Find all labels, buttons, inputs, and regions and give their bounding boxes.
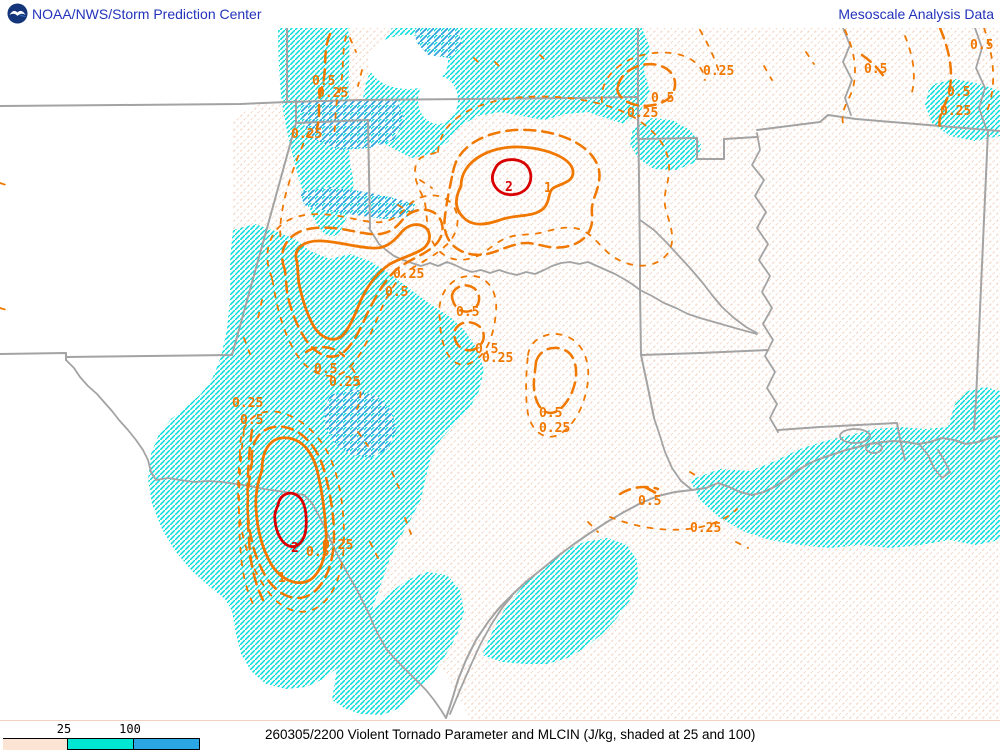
contour-label: 0.5: [456, 305, 479, 320]
contour-label: 0.25: [703, 64, 734, 79]
contour-label: 0.5: [385, 285, 408, 300]
contour-label: 2: [505, 180, 513, 195]
contour-label: 0.25: [232, 396, 263, 411]
contour-label: 0.25: [322, 538, 353, 553]
legend-tick-100: 100: [119, 722, 141, 736]
contour-label: 0.5: [638, 494, 661, 509]
contour-label: 0.5: [306, 545, 329, 560]
contour-label: 0.25: [482, 351, 513, 366]
noaa-logo-icon: [7, 3, 28, 24]
contour-labels: 0.5 0.25 0.25 0.25 0.5 2 1 0.5 0.25 0.25…: [232, 38, 993, 586]
contour-label: 0.5: [314, 362, 337, 377]
contour-label: 0.25: [690, 521, 721, 536]
contour-label: 0.25: [329, 375, 360, 390]
colorbar-segment-low: [3, 738, 67, 750]
contour-label: 0.25: [940, 104, 971, 119]
cin-strong-hatch-regions: [300, 28, 462, 458]
colorbar-segment-high: [134, 738, 200, 750]
contour-label: 1: [278, 571, 286, 586]
state-borders: [0, 17, 1000, 461]
product-caption: 260305/2200 Violent Tornado Parameter an…: [265, 727, 756, 742]
map-canvas: 0.5 0.25 0.25 0.25 0.5 2 1 0.5 0.25 0.25…: [0, 17, 1000, 720]
contour-label: 0.25: [291, 127, 322, 142]
contour-label: 0.25: [393, 267, 424, 282]
header: NOAA/NWS/Storm Prediction Center Mesosca…: [0, 0, 1000, 28]
contour-fragments: [0, 37, 815, 559]
contour-label: 0.5: [864, 62, 887, 77]
contour-label: 0.5: [651, 91, 674, 106]
contour-label: 0.5: [475, 342, 498, 357]
site-title: NOAA/NWS/Storm Prediction Center: [32, 6, 262, 22]
cin-moderate-hatch-regions: [148, 28, 1000, 715]
footer: 25 100 260305/2200 Violent Tornado Param…: [0, 720, 1000, 750]
rivers: [65, 27, 987, 719]
contour-label: 0.25: [539, 421, 570, 436]
contour-label: 0.5: [312, 74, 335, 89]
mlcin-colorbar: [3, 738, 200, 750]
page-title: Mesoscale Analysis Data: [838, 6, 994, 22]
contour-label: 0.5: [970, 38, 993, 53]
contour-label: 0.5: [947, 85, 970, 100]
cin-weak-hatch-region: [232, 28, 1000, 720]
contour-label: 0.25: [627, 106, 658, 121]
contour-label: 1: [544, 181, 552, 196]
colorbar-segment-mid: [67, 738, 134, 750]
coastline: [445, 428, 1000, 719]
legend-tick-25: 25: [56, 722, 72, 736]
contour-label: 0.5: [539, 406, 562, 421]
contour-label: 0.5: [240, 413, 263, 428]
contour-label: 0.25: [317, 86, 348, 101]
mesoanalysis-map: 0.5 0.25 0.25 0.25 0.5 2 1 0.5 0.25 0.25…: [0, 17, 1000, 720]
vtp-contours: [0, 26, 995, 613]
contour-label: 2: [291, 541, 299, 556]
